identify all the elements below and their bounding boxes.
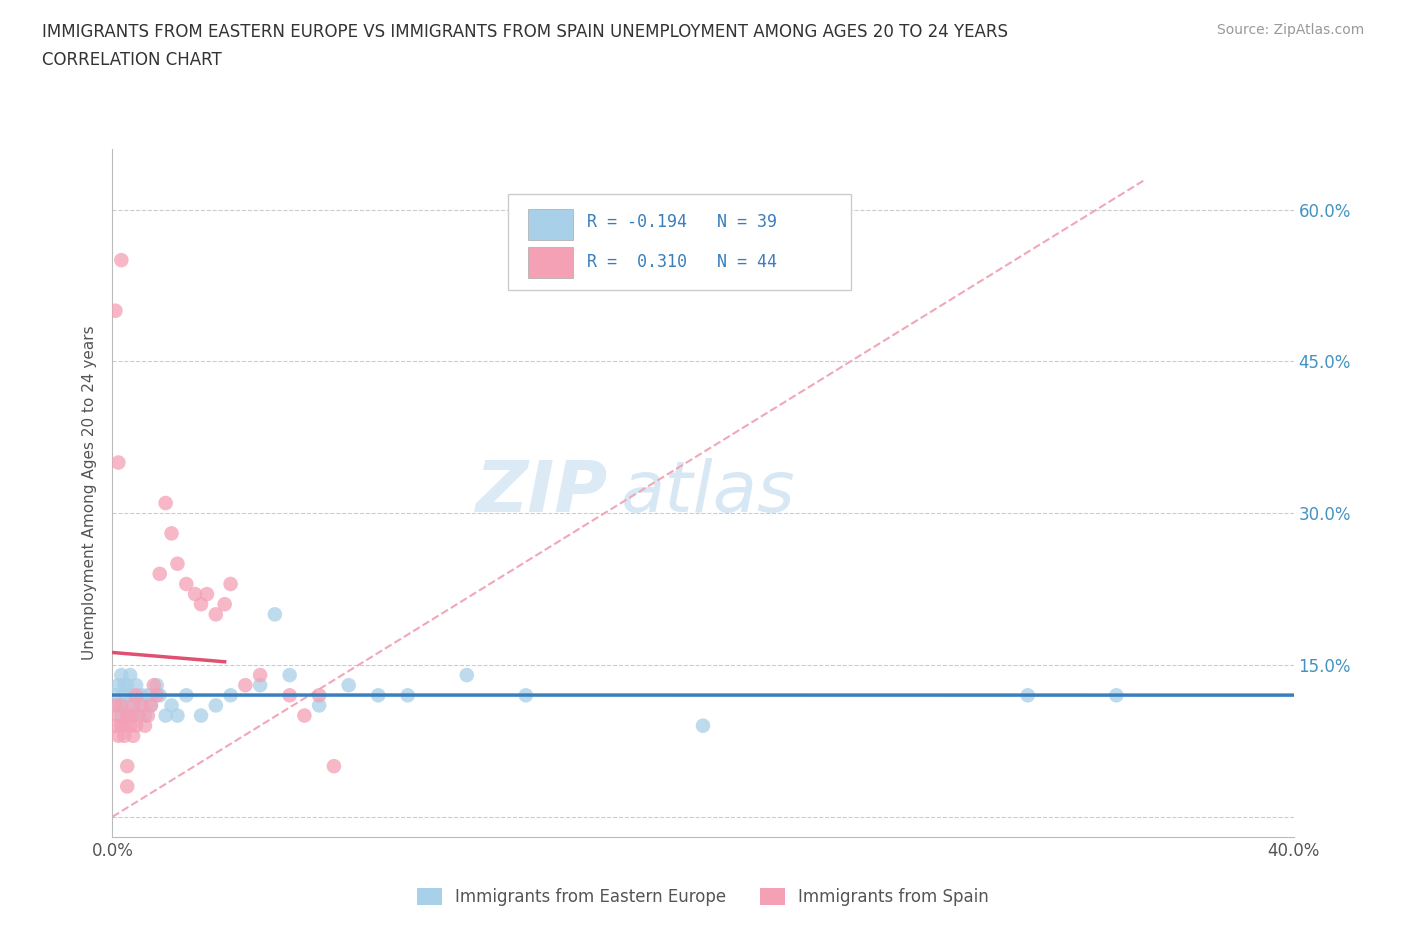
Point: [122, 728, 145, 743]
Point: [110, 253, 132, 268]
Point: [166, 556, 188, 571]
Point: [112, 728, 135, 743]
FancyBboxPatch shape: [529, 247, 574, 278]
FancyBboxPatch shape: [508, 193, 851, 290]
Point: [110, 718, 132, 733]
Text: CORRELATION CHART: CORRELATION CHART: [42, 51, 222, 69]
Point: [174, 688, 197, 703]
Point: [205, 607, 228, 622]
Point: [155, 708, 177, 723]
Point: [110, 708, 132, 723]
Point: [1105, 688, 1128, 703]
Point: [104, 688, 127, 703]
Point: [155, 496, 177, 511]
Point: [308, 698, 330, 713]
Point: [146, 678, 169, 693]
Point: [149, 566, 172, 581]
Point: [120, 718, 142, 733]
Point: [249, 668, 271, 683]
Point: [120, 668, 142, 683]
Point: [190, 708, 212, 723]
Point: [292, 708, 315, 723]
Point: [107, 678, 129, 693]
Point: [136, 708, 159, 723]
Legend: Immigrants from Eastern Europe, Immigrants from Spain: Immigrants from Eastern Europe, Immigran…: [411, 881, 995, 912]
Point: [117, 779, 138, 794]
Point: [104, 303, 127, 318]
Point: [146, 688, 169, 703]
Point: [125, 688, 148, 703]
Point: [110, 698, 132, 713]
FancyBboxPatch shape: [529, 208, 574, 240]
Point: [233, 678, 256, 693]
Point: [219, 577, 242, 591]
Point: [278, 668, 301, 683]
Point: [125, 678, 148, 693]
Text: IMMIGRANTS FROM EASTERN EUROPE VS IMMIGRANTS FROM SPAIN UNEMPLOYMENT AMONG AGES : IMMIGRANTS FROM EASTERN EUROPE VS IMMIGR…: [42, 23, 1008, 41]
Point: [131, 688, 153, 703]
Point: [278, 688, 301, 703]
Point: [205, 698, 228, 713]
Point: [117, 698, 138, 713]
Point: [264, 607, 287, 622]
Point: [308, 688, 330, 703]
Point: [107, 698, 129, 713]
Point: [515, 688, 537, 703]
Point: [110, 668, 132, 683]
Point: [112, 678, 135, 693]
Point: [456, 668, 478, 683]
Point: [120, 708, 142, 723]
Point: [337, 678, 360, 693]
Point: [692, 718, 714, 733]
Point: [174, 577, 197, 591]
Point: [107, 728, 129, 743]
Text: R =  0.310   N = 44: R = 0.310 N = 44: [588, 253, 778, 272]
Point: [117, 759, 138, 774]
Point: [367, 688, 389, 703]
Point: [214, 597, 236, 612]
Point: [117, 708, 138, 723]
Point: [139, 698, 162, 713]
Point: [249, 678, 271, 693]
Text: atlas: atlas: [620, 458, 794, 527]
Point: [120, 688, 142, 703]
Point: [1017, 688, 1039, 703]
Point: [134, 708, 156, 723]
Point: [125, 718, 148, 733]
Point: [131, 698, 153, 713]
Point: [139, 698, 162, 713]
Y-axis label: Unemployment Among Ages 20 to 24 years: Unemployment Among Ages 20 to 24 years: [82, 326, 97, 660]
Text: ZIP: ZIP: [477, 458, 609, 527]
Point: [134, 718, 156, 733]
Point: [160, 526, 183, 541]
Point: [104, 698, 127, 713]
Point: [128, 708, 150, 723]
Point: [122, 708, 145, 723]
Text: Source: ZipAtlas.com: Source: ZipAtlas.com: [1216, 23, 1364, 37]
Point: [128, 698, 150, 713]
Point: [149, 688, 172, 703]
Point: [136, 688, 159, 703]
Point: [166, 708, 188, 723]
Point: [107, 708, 129, 723]
Point: [107, 455, 129, 470]
Point: [112, 688, 135, 703]
Point: [195, 587, 218, 602]
Point: [396, 688, 419, 703]
Point: [184, 587, 207, 602]
Point: [142, 678, 165, 693]
Point: [122, 698, 145, 713]
Point: [323, 759, 346, 774]
Text: R = -0.194   N = 39: R = -0.194 N = 39: [588, 214, 778, 232]
Point: [219, 688, 242, 703]
Point: [160, 698, 183, 713]
Point: [112, 718, 135, 733]
Point: [104, 718, 127, 733]
Point: [190, 597, 212, 612]
Point: [117, 678, 138, 693]
